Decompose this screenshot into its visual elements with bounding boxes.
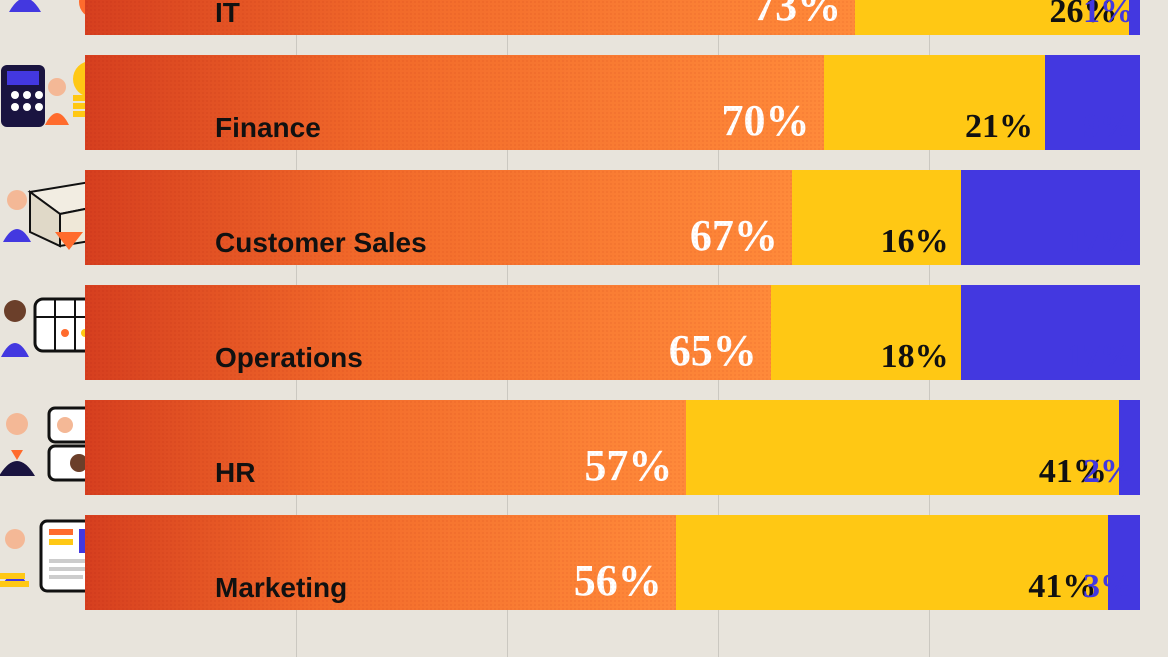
value-secondary: 18% [881,338,949,376]
chart-row: 57% 41%2% HR [85,400,1140,495]
value-tertiary: 17% [1066,223,1134,261]
category-label: Marketing [215,572,347,604]
category-label: HR [215,457,255,489]
segment-primary: 73% [85,0,855,35]
value-secondary: 16% [881,223,949,261]
category-label: IT [215,0,240,29]
value-primary: 73% [753,0,841,31]
chart-row: 67% 16% 17% Customer Sales [85,170,1140,265]
value-tertiary: 1% [1083,0,1134,31]
bar-track: 73%26% [85,0,1140,35]
segment-primary: 70% [85,55,824,150]
segment-secondary: 21% [824,55,1046,150]
category-label: Finance [215,112,321,144]
value-primary: 56% [574,555,662,606]
chart-row: $ 70%21%9%Finance [85,55,1140,150]
chart-row: 73%26%1% IT [85,0,1140,35]
value-secondary: 21% [965,108,1033,146]
segment-primary: 57% [85,400,686,495]
value-tertiary: 17% [1066,338,1134,376]
category-label: Operations [215,342,363,374]
value-tertiary: 3% [1083,568,1134,606]
segment-primary: 65% [85,285,771,380]
value-primary: 57% [584,440,672,491]
value-primary: 70% [722,95,810,146]
category-label: Customer Sales [215,227,427,259]
stacked-bar-chart: 73%26%1%IT $ 70%21%9%Finance 67%16%17%Cu… [85,0,1140,630]
segment-primary: 56% [85,515,676,610]
value-tertiary: 9% [1083,108,1134,146]
segment-primary: 67% [85,170,792,265]
segment-secondary: 41% [686,400,1119,495]
value-primary: 65% [669,325,757,376]
value-primary: 67% [690,210,778,261]
chart-row: 65% 18% 17% Operations [85,285,1140,380]
segment-secondary: 41% [676,515,1109,610]
chart-row: 56% 41%3% Marketing [85,515,1140,610]
segment-secondary: 18% [771,285,961,380]
value-tertiary: 2% [1083,453,1134,491]
segment-secondary: 16% [792,170,961,265]
